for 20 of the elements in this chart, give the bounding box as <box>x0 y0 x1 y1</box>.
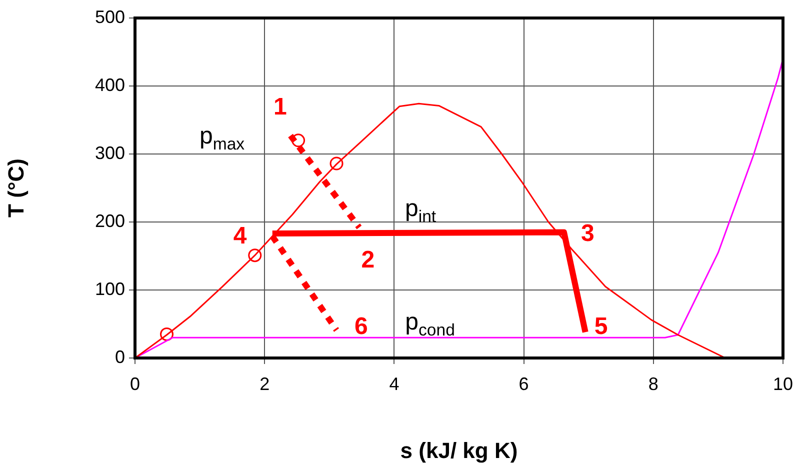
y-tick-label: 200 <box>94 210 125 231</box>
x-tick-label: 4 <box>389 374 400 394</box>
y-tick-label: 100 <box>94 278 125 299</box>
y-tick-label: 0 <box>114 346 125 367</box>
annotation: 3 <box>580 220 594 248</box>
annotation: 5 <box>594 313 608 340</box>
annotation: 1 <box>274 94 287 121</box>
x-tick-label: 2 <box>260 374 270 394</box>
annotation: 6 <box>354 313 368 340</box>
x-tick-label: 0 <box>130 374 140 394</box>
y-tick-label: 300 <box>94 142 125 163</box>
y-tick-label: 400 <box>94 74 125 95</box>
annotation: 2 <box>361 246 375 274</box>
x-tick-label: 10 <box>772 374 794 394</box>
x-tick-label: 6 <box>518 374 529 394</box>
x-axis-title: s (kJ/ kg K) <box>400 438 518 463</box>
y-axis-title: T (°C) <box>3 158 28 218</box>
x-tick-label: 8 <box>648 374 658 394</box>
y-tick-label: 500 <box>94 6 125 27</box>
annotation: 4 <box>233 222 248 250</box>
